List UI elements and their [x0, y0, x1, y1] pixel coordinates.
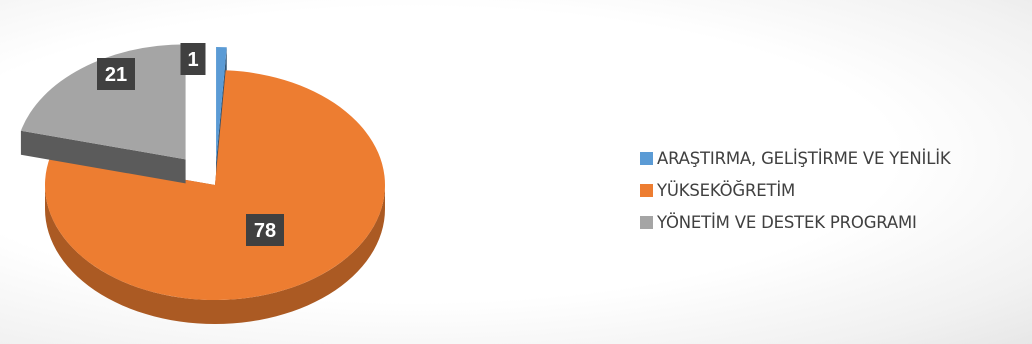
legend-item-management: YÖNETİM VE DESTEK PROGRAMI — [640, 210, 1032, 235]
legend-swatch-research — [640, 152, 653, 165]
legend-swatch-higher-education — [640, 184, 653, 197]
legend-label-higher-education: YÜKSEKÖĞRETİM — [657, 181, 796, 200]
pie-chart: 1 78 21 — [20, 43, 386, 324]
legend-item-higher-education: YÜKSEKÖĞRETİM — [640, 178, 1032, 203]
data-label-higher-education: 78 — [246, 214, 284, 246]
pie-slice-management — [20, 44, 186, 184]
data-label-box-higher-education — [246, 214, 284, 246]
data-label-research: 1 — [180, 43, 206, 75]
data-label-box-management — [97, 58, 135, 90]
pie-slice-higher-education — [44, 70, 386, 324]
legend-item-research: ARAŞTIRMA, GELİŞTİRME VE YENİLİK — [640, 146, 1032, 171]
legend-label-management: YÖNETİM VE DESTEK PROGRAMI — [657, 213, 917, 232]
data-label-text-management: 21 — [105, 64, 127, 86]
data-label-text-higher-education: 78 — [254, 220, 276, 242]
data-label-box-research — [180, 43, 206, 75]
legend-swatch-management — [640, 216, 653, 229]
data-label-management: 21 — [97, 58, 135, 90]
data-label-text-research: 1 — [187, 49, 198, 71]
legend-label-research: ARAŞTIRMA, GELİŞTİRME VE YENİLİK — [657, 149, 951, 168]
legend: ARAŞTIRMA, GELİŞTİRME VE YENİLİK YÜKSEKÖ… — [640, 146, 1032, 242]
